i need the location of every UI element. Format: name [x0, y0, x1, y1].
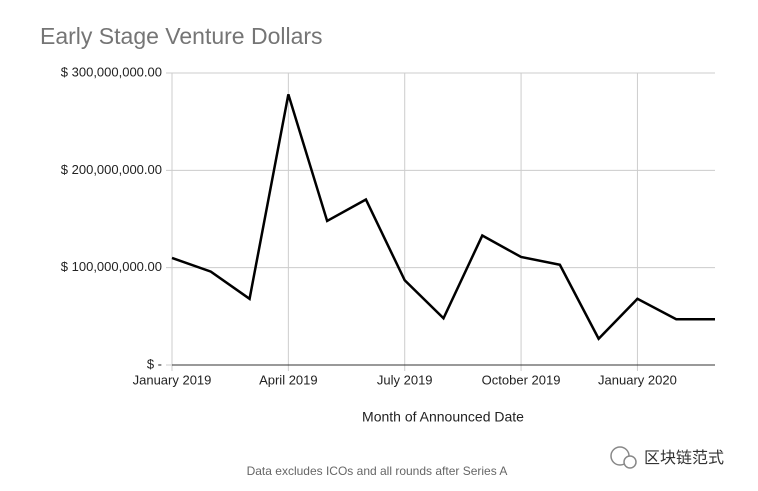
y-tick-label: $ 100,000,000.00 — [61, 259, 162, 274]
y-tick-label: $ 200,000,000.00 — [61, 162, 162, 177]
x-tick-label: January 2020 — [598, 372, 677, 387]
chart-title: Early Stage Venture Dollars — [40, 23, 323, 49]
x-tick-label: January 2019 — [133, 372, 212, 387]
x-axis-label: Month of Announced Date — [362, 409, 524, 425]
y-tick-label: $ - — [147, 356, 162, 371]
x-tick-label: July 2019 — [377, 372, 433, 387]
y-tick-label: $ 300,000,000.00 — [61, 64, 162, 79]
watermark-icon — [610, 446, 637, 469]
line-series — [171, 94, 715, 341]
x-tick-label: April 2019 — [259, 372, 318, 387]
footnote: Data excludes ICOs and all rounds after … — [247, 464, 508, 478]
watermark: 区块链范式 — [644, 449, 724, 467]
x-tick-label: October 2019 — [482, 372, 561, 387]
